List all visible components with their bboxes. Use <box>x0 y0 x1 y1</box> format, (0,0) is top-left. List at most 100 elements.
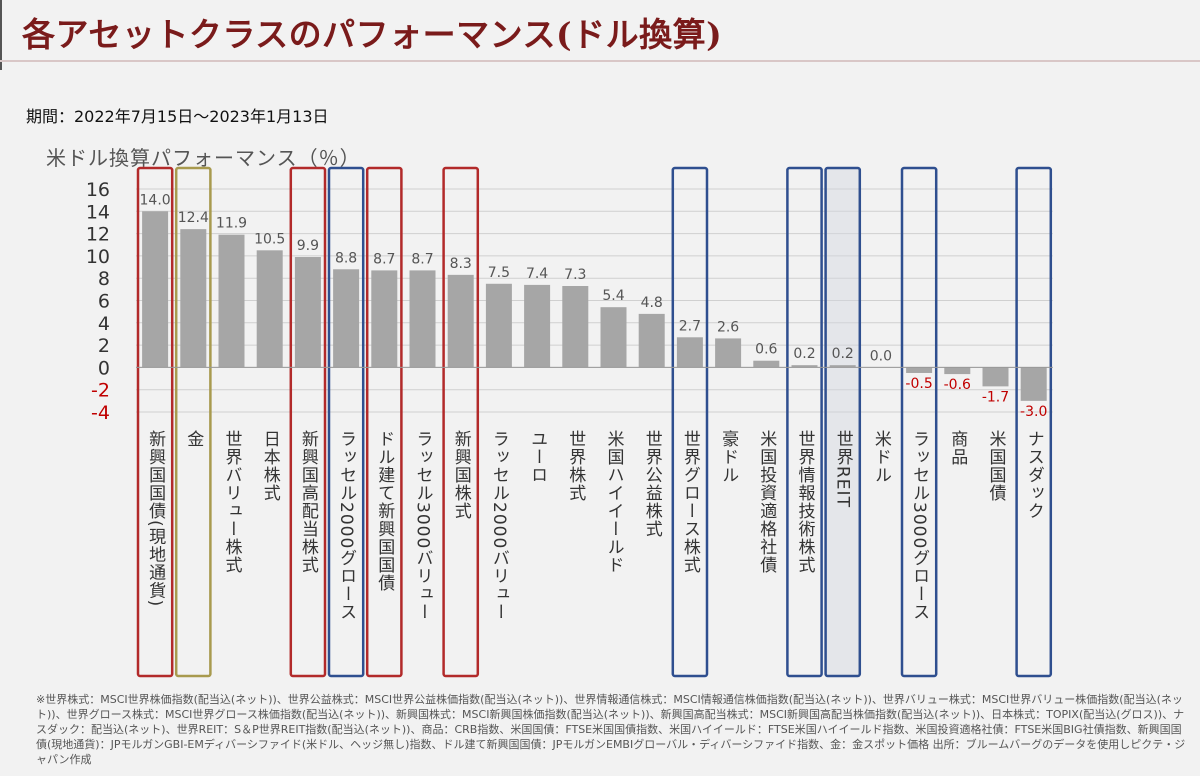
data-label: -0.6 <box>944 377 971 393</box>
highlight-box <box>1015 166 1053 678</box>
data-label: 7.3 <box>564 267 586 283</box>
category-label: 商品 <box>947 430 967 466</box>
bar <box>829 365 856 368</box>
bar <box>600 307 627 368</box>
bar <box>638 313 665 368</box>
data-label: 7.5 <box>488 265 510 281</box>
bar <box>256 250 283 368</box>
highlight-box <box>900 166 938 678</box>
bar <box>485 283 512 368</box>
bar <box>562 286 589 368</box>
y-tick-label: 4 <box>98 313 110 335</box>
y-tick-label: -4 <box>91 402 110 424</box>
highlight-box <box>365 166 403 678</box>
category-label: 世界REIT <box>833 430 854 508</box>
category-label: 米国投資適格社債 <box>756 430 777 574</box>
bar <box>180 229 207 368</box>
category-label: ラッセル3000グロース <box>909 430 929 621</box>
bar <box>906 367 933 373</box>
data-label: 2.6 <box>717 319 739 335</box>
category-label: ユーロ <box>527 430 547 484</box>
bar <box>1020 367 1047 401</box>
bar <box>524 284 551 368</box>
category-label: ラッセル3000バリュー <box>413 430 433 621</box>
category-label: 世界株式 <box>565 430 586 502</box>
highlight-box <box>442 166 480 678</box>
category-label: 新興国高配当株式 <box>298 430 319 574</box>
data-label: -1.7 <box>982 389 1009 405</box>
bar <box>333 269 360 368</box>
bar <box>753 360 780 368</box>
page-title: 各アセットクラスのパフォーマンス(ドル換算) <box>22 15 723 54</box>
bar <box>447 274 474 368</box>
data-label: 10.5 <box>254 231 285 247</box>
data-label: 11.9 <box>216 216 247 232</box>
data-label: 2.7 <box>679 318 701 334</box>
category-label: 豪ドル <box>718 429 738 484</box>
category-label: 世界公益株式 <box>642 430 663 538</box>
data-label: 0.2 <box>793 346 815 362</box>
category-label: ラッセル2000グロース <box>336 430 356 621</box>
category-label: 世界情報技術株式 <box>795 430 816 574</box>
category-label: 新興国株式 <box>451 430 472 520</box>
data-label: 14.0 <box>140 192 171 208</box>
bar <box>676 337 703 368</box>
data-label: 7.4 <box>526 266 548 282</box>
highlight-box <box>289 166 327 678</box>
y-tick-label: 8 <box>98 268 110 290</box>
y-tick-label: 12 <box>86 224 110 246</box>
bar <box>409 270 436 368</box>
y-tick-label: -2 <box>91 380 110 402</box>
bar <box>791 365 818 368</box>
data-label: 8.7 <box>373 251 395 267</box>
category-label: 世界グロース株式 <box>680 430 701 574</box>
data-label: 5.4 <box>602 288 624 304</box>
title-divider <box>0 60 1200 62</box>
y-tick-label: 14 <box>86 201 110 223</box>
highlight-box <box>786 166 823 678</box>
data-label: 8.8 <box>335 250 357 266</box>
bar <box>715 338 742 368</box>
y-axis-label: 米ドル換算パフォーマンス（％） <box>46 146 361 170</box>
y-tick-label: 16 <box>86 179 110 201</box>
data-label: 12.4 <box>178 210 209 226</box>
y-tick-label: 2 <box>98 335 110 357</box>
category-label: 新興国国債(現地通貨) <box>145 430 166 607</box>
data-label: -0.5 <box>905 376 932 392</box>
bar <box>944 367 971 375</box>
category-label: 米国ハイイールド <box>604 430 625 574</box>
data-label: 9.9 <box>297 238 319 254</box>
category-label: ナスダック <box>1024 430 1044 520</box>
category-label: 日本株式 <box>260 430 281 502</box>
highlight-box <box>327 166 365 678</box>
data-label: 0.0 <box>870 348 892 364</box>
data-label: 4.8 <box>641 295 663 311</box>
highlight-box <box>174 166 212 678</box>
highlight-box <box>824 166 862 678</box>
category-label: ラッセル2000バリュー <box>489 430 509 621</box>
data-label: 0.6 <box>755 342 777 358</box>
y-tick-label: 6 <box>98 291 110 313</box>
bar <box>294 257 321 368</box>
data-label: -3.0 <box>1020 404 1047 420</box>
bar <box>371 270 398 368</box>
data-label: 0.2 <box>832 346 854 362</box>
highlight-box <box>671 166 709 678</box>
category-label: 米ドル <box>871 430 892 484</box>
y-tick-label: 0 <box>98 357 110 379</box>
data-label: 8.3 <box>450 256 472 272</box>
highlight-box <box>136 166 174 678</box>
category-label: ドル建て新興国国債 <box>374 430 395 592</box>
bar <box>142 211 169 368</box>
footnote: ※世界株式：MSCI世界株価指数(配当込(ネット))、世界公益株式：MSCI世界… <box>36 693 1186 766</box>
category-label: 金 <box>183 430 204 448</box>
period-label: 期間：2022年7月15日～2023年1月13日 <box>26 107 329 126</box>
bar <box>982 367 1009 387</box>
category-label: 米国国債 <box>986 430 1007 502</box>
category-label: 世界バリュー株式 <box>222 430 243 574</box>
window-edge <box>0 0 2 70</box>
y-tick-label: 10 <box>86 246 110 268</box>
data-label: 8.7 <box>411 251 433 267</box>
bar <box>218 234 245 368</box>
